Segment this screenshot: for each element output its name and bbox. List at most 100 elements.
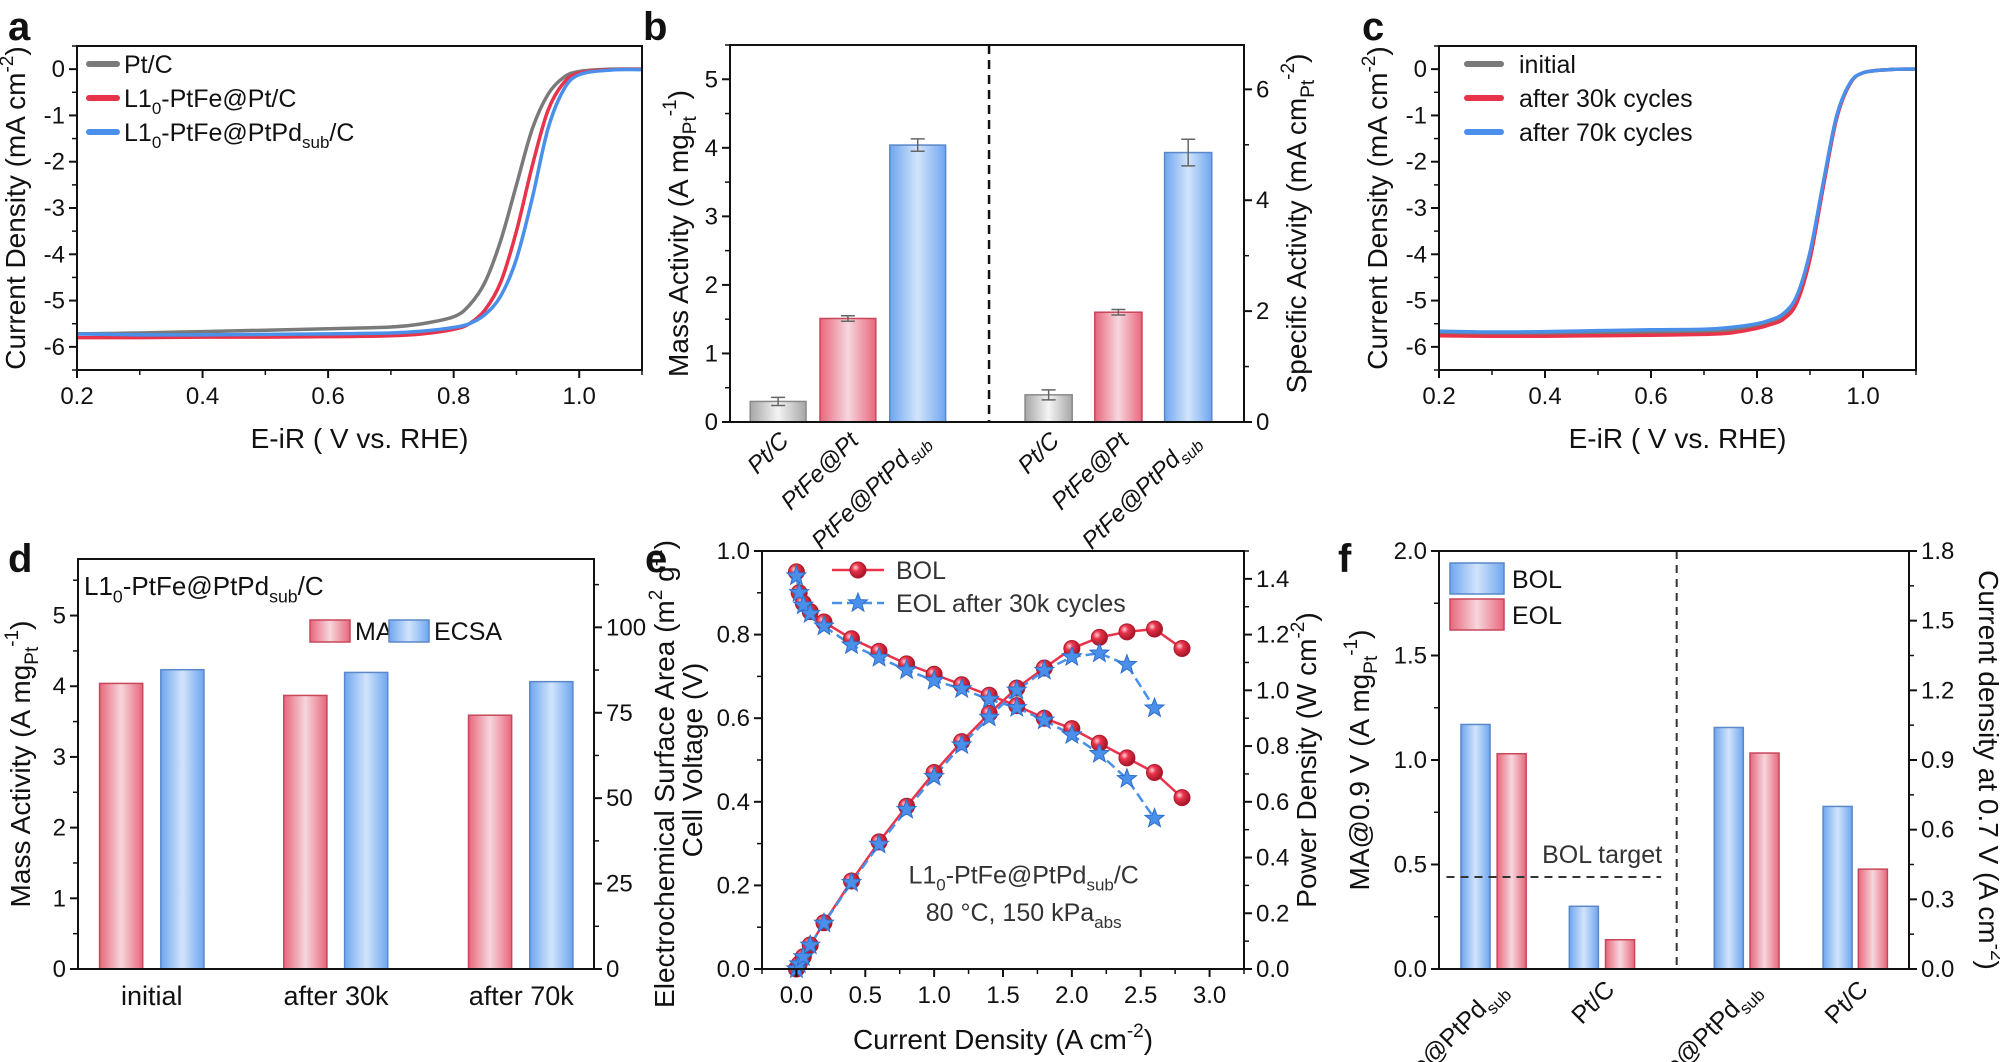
- y-axis-tick-label: -5: [1406, 288, 1427, 315]
- legend-swatch-bol: [1449, 562, 1505, 595]
- x-axis-tick-label: 0.4: [186, 383, 219, 410]
- y-axis-tick-label: 2: [53, 815, 66, 842]
- y-axis-label: Current Density (mA cm-2): [1359, 46, 1393, 369]
- x-category-label-after-30k: after 30k: [283, 981, 389, 1011]
- y2-axis-tick-label: 4: [1256, 187, 1269, 214]
- legend-label-after-30k-cycles: after 30k cycles: [1519, 85, 1693, 113]
- legend-marker-bol: [849, 561, 867, 579]
- y-axis-tick-label: -5: [44, 288, 65, 315]
- power-marker-eol-after-30k-cycles: [840, 871, 863, 892]
- y-axis-tick-label: -1: [44, 102, 65, 129]
- panel-letter-b: b: [643, 5, 667, 49]
- y-axis-tick-label: -2: [44, 149, 65, 176]
- power-marker-eol-after-30k-cycles: [1143, 696, 1166, 718]
- series-line-after-70k-cycles: [1438, 67, 1917, 334]
- legend-label-pt-c: Pt/C: [124, 51, 173, 79]
- y-axis-tick-label: 2: [705, 272, 718, 299]
- legend-label-bol: BOL: [896, 557, 946, 585]
- power-marker-bol: [1118, 623, 1136, 641]
- bar-ptfe-pt-left: [819, 317, 877, 423]
- power-marker-eol-after-30k-cycles: [792, 945, 815, 967]
- power-marker-eol-after-30k-cycles: [868, 832, 890, 854]
- y2-axis-tick-label: 0.8: [1256, 733, 1289, 760]
- annotation-catalyst: L10-PtFe@PtPdsub/C: [908, 861, 1138, 894]
- voltage-marker-eol-after-30k-cycles: [950, 677, 973, 699]
- y-axis-tick-label: 0.5: [1394, 852, 1427, 879]
- legend-label-l1-0-ptfe-ptpd-sub-c: L10-PtFe@PtPdsub/C: [124, 119, 354, 152]
- bar-bol-ptfe-ptpd-sub-right: [1713, 726, 1745, 970]
- y2-axis-tick-label: 0: [1256, 409, 1269, 436]
- series-line-pt-c: [76, 67, 643, 336]
- y-axis-tick-label: -4: [1406, 241, 1427, 268]
- plot-frame: [77, 558, 595, 970]
- y2-axis-tick-label: 0.2: [1256, 900, 1289, 927]
- x-axis-tick-label: 1.5: [986, 982, 1019, 1009]
- x-category-label-ptfe-ptpd-sub: PtFe@PtPdsub: [1632, 975, 1768, 1062]
- voltage-marker-bol: [1118, 749, 1136, 767]
- voltage-marker-eol-after-30k-cycles: [868, 646, 890, 667]
- x-axis-tick-label: 0.5: [849, 982, 882, 1009]
- power-marker-eol-after-30k-cycles: [1060, 645, 1083, 667]
- x-category-label-pt-c: Pt/C: [1566, 975, 1620, 1029]
- panel-letter-f: f: [1338, 537, 1352, 581]
- annotation-conditions: 80 °C, 150 kPaabs: [926, 899, 1122, 932]
- series-line-l1-0-ptfe-pt-c: [76, 67, 643, 340]
- panel-letter-a: a: [8, 5, 31, 49]
- y-axis-tick-label: 0.0: [1394, 956, 1427, 983]
- x-category-label-pt-c: Pt/C: [742, 427, 795, 480]
- panel-letter-d: d: [8, 537, 32, 581]
- y-axis-tick-label: 0.2: [717, 872, 750, 899]
- error-bar-ptfe-ptpd-sub-right: [1181, 138, 1196, 167]
- voltage-marker-eol-after-30k-cycles: [923, 669, 946, 690]
- x-category-label-pt-c: Pt/C: [1013, 427, 1066, 480]
- y2-axis-tick-label: 1.5: [1921, 608, 1954, 635]
- y2-axis-label: Power Density (W cm-2): [1288, 612, 1322, 907]
- y-axis-tick-label: 0.0: [717, 956, 750, 983]
- y-axis-tick-label: -2: [1406, 149, 1427, 176]
- voltage-marker-eol-after-30k-cycles: [785, 564, 808, 586]
- y-axis-tick-label: 5: [53, 603, 66, 630]
- y-axis-tick-label: 1.5: [1394, 643, 1427, 670]
- y-axis-tick-label: 1: [705, 340, 718, 367]
- legend-swatch-ma: [309, 619, 351, 643]
- x-axis-tick-label: 0.6: [311, 383, 344, 410]
- y-axis-tick-label: 2.0: [1394, 538, 1427, 565]
- x-axis-tick-label: 0.4: [1528, 383, 1561, 410]
- voltage-marker-eol-after-30k-cycles: [1005, 696, 1028, 717]
- error-bar-ptfe-ptpd-sub-left: [910, 138, 925, 152]
- voltage-marker-eol-after-30k-cycles: [1088, 742, 1111, 763]
- plot-frame: [729, 44, 1245, 423]
- bar-ptfe-ptpd-sub-right: [1163, 151, 1213, 423]
- y2-axis-tick-label: 0.6: [1921, 817, 1954, 844]
- y2-axis-tick-label: 0.0: [1256, 956, 1289, 983]
- legend-label-eol: EOL: [1512, 602, 1562, 630]
- legend-swatch-ecsa: [388, 619, 430, 643]
- bar-eol-ptfe-ptpd-sub-right: [1749, 752, 1780, 970]
- y-axis-tick-label: 4: [705, 135, 718, 162]
- panel-e: 0.0 0.5 1.0 1.5 2.0 2.5 3.0 0.0 0.2 0.4 0.6 0.8 1.0 0…: [677, 538, 1322, 1055]
- y2-axis-tick-label: 100: [606, 614, 646, 641]
- bar-ecsa-after-30k: [343, 671, 389, 970]
- legend-label-ma: MA: [355, 618, 393, 646]
- error-bar-pt-c-left: [771, 396, 786, 407]
- y-axis-tick-label: 3: [53, 744, 66, 771]
- legend-label-l1-0-ptfe-pt-c: L10-PtFe@Pt/C: [124, 85, 296, 118]
- voltage-marker-bol: [1173, 789, 1191, 807]
- panel-letter-c: c: [1362, 5, 1384, 49]
- panel-a: 0.2 0.4 0.6 0.8 1.0 0 -1 -2 -3 -4 -5 -6 E-iR ( V vs.…: [0, 45, 643, 454]
- legend-label-after-70k-cycles: after 70k cycles: [1519, 119, 1693, 147]
- legend-label-initial: initial: [1519, 51, 1576, 79]
- y-axis-tick-label: 0.6: [717, 705, 750, 732]
- series-line-l1-0-ptfe-ptpd-sub-c: [76, 67, 643, 337]
- x-axis-tick-label: 0.8: [1740, 383, 1773, 410]
- x-axis-label: Current Density (A cm-2): [853, 1021, 1153, 1055]
- voltage-marker-eol-after-30k-cycles: [978, 687, 1001, 709]
- y-axis-tick-label: 0: [52, 56, 65, 83]
- power-marker-eol-after-30k-cycles: [799, 933, 822, 955]
- x-category-label-ptfe-ptpd-sub: PtFe@PtPdsub: [1379, 975, 1515, 1062]
- x-axis-tick-label: 0.6: [1634, 383, 1667, 410]
- error-bar-ptfe-pt-left: [840, 315, 855, 322]
